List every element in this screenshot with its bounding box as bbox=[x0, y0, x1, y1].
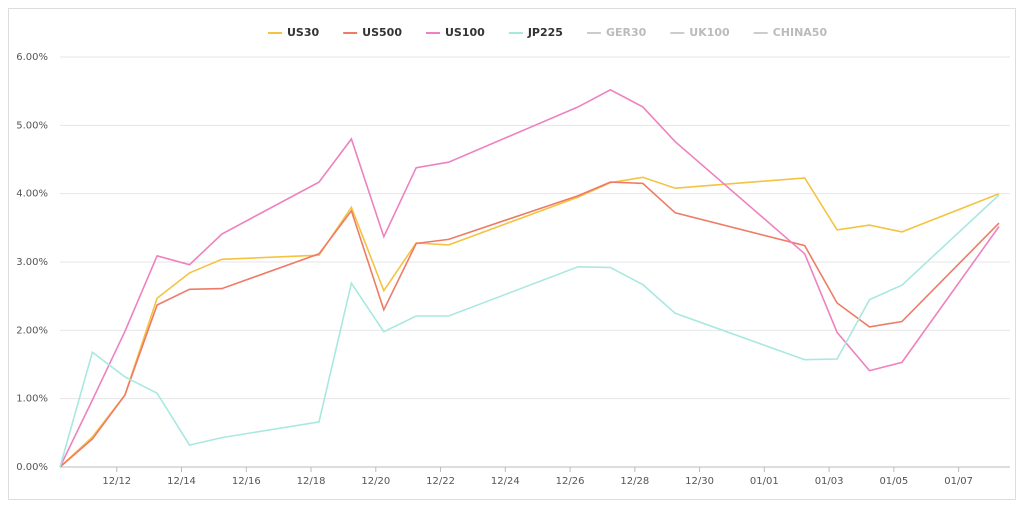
series-line bbox=[59, 176, 1000, 468]
x-tick-label: 12/30 bbox=[685, 476, 714, 487]
x-tick-label: 01/07 bbox=[944, 476, 973, 487]
x-tick-label: 12/20 bbox=[361, 476, 390, 487]
legend-label: UK100 bbox=[689, 26, 730, 39]
x-tick-label: 12/14 bbox=[167, 476, 196, 487]
legend-label: GER30 bbox=[606, 26, 647, 39]
x-tick-label: 01/03 bbox=[815, 476, 844, 487]
x-tick-label: 01/01 bbox=[750, 476, 779, 487]
x-tick-label: 12/24 bbox=[491, 476, 520, 487]
x-tick-label: 01/05 bbox=[879, 476, 908, 487]
y-tick-label: 5.00% bbox=[16, 120, 48, 131]
y-tick-label: 1.00% bbox=[16, 394, 48, 405]
legend-label: US100 bbox=[445, 26, 485, 39]
y-tick-label: 4.00% bbox=[16, 189, 48, 200]
x-tick-label: 12/18 bbox=[297, 476, 326, 487]
y-tick-label: 6.00% bbox=[16, 52, 48, 63]
y-tick-label: 0.00% bbox=[16, 462, 48, 473]
x-tick-label: 12/12 bbox=[102, 476, 131, 487]
legend-label: CHINA50 bbox=[773, 26, 828, 39]
x-tick-label: 12/28 bbox=[620, 476, 649, 487]
x-tick-label: 12/22 bbox=[426, 476, 455, 487]
series-line bbox=[59, 88, 1000, 468]
legend-label: JP225 bbox=[527, 26, 563, 39]
series-line bbox=[59, 181, 1000, 468]
x-tick-label: 12/26 bbox=[556, 476, 585, 487]
series-line bbox=[59, 194, 1000, 468]
legend-label: US30 bbox=[287, 26, 320, 39]
y-tick-label: 2.00% bbox=[16, 325, 48, 336]
y-tick-label: 3.00% bbox=[16, 257, 48, 268]
frame bbox=[8, 8, 1016, 500]
x-tick-label: 12/16 bbox=[232, 476, 261, 487]
legend-label: US500 bbox=[362, 26, 402, 39]
